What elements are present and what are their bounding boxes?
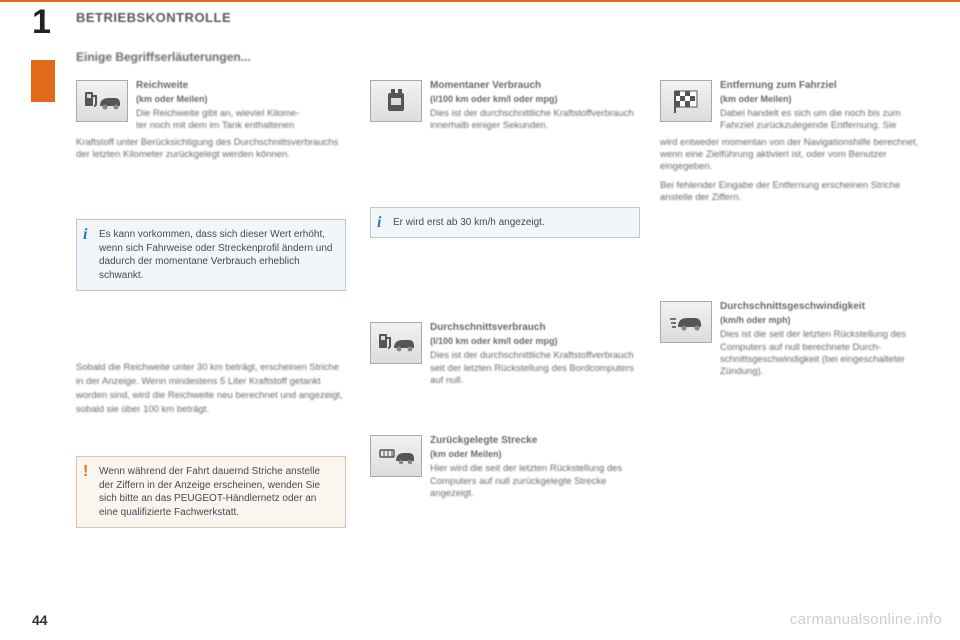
avgspeed-body: Dies ist die seit der letzten Rückstellu…: [720, 329, 930, 378]
dest-lead2: Fahrziel zurückzulegende Entfernung. Sie: [720, 120, 930, 132]
range-title: Reichweite: [136, 80, 346, 91]
range-mid-paragraph: Sobald die Reichweite unter 30 km beträg…: [76, 361, 346, 416]
info-callout-speed: i Er wird erst ab 30 km/h angezeigt.: [370, 207, 640, 239]
page-number: 44: [32, 612, 48, 628]
range-subtitle: (km oder Meilen): [136, 94, 346, 104]
dest-body: wird entweder momentan von der Navigatio…: [660, 133, 930, 174]
manual-page: 1 BETRIEBSKONTROLLE Einige Begriffserläu…: [0, 0, 960, 640]
warning-text: Wenn während der Fahrt dauernd Striche a…: [99, 466, 320, 518]
dest-body2: Bei fehlender Eingabe der Entfernung ers…: [660, 180, 930, 205]
jerrycan-icon: [370, 80, 422, 122]
avg-consumption-block: Durchschnittsverbrauch (l/100 km oder km…: [370, 322, 640, 395]
chapter-number: 1: [32, 3, 51, 42]
avgspeed-title: Durchschnittsgeschwindigkeit: [720, 301, 930, 312]
dest-title: Entfernung zum Fahrziel: [720, 80, 930, 91]
section-title: BETRIEBSKONTROLLE: [76, 10, 231, 25]
dest-lead: Dabei handelt es sich um die noch bis zu…: [720, 108, 930, 120]
range-block: Reichweite (km oder Meilen) Die Reichwei…: [76, 80, 346, 161]
info-text-range: Es kann vorkommen, dass sich dieser Wert…: [99, 229, 332, 281]
warning-callout: ! Wenn während der Fahrt dauernd Striche…: [76, 456, 346, 528]
sub-heading: Einige Begriffserläuterungen...: [76, 50, 251, 64]
fuel-avg-icon: [370, 322, 422, 364]
avg-body: Dies ist der durchschnittliche Kraft­sto…: [430, 350, 640, 387]
checkered-flag-icon: [660, 80, 712, 122]
odometer-icon: [370, 435, 422, 477]
info-icon-2: i: [377, 212, 381, 234]
column-2: Momentaner Verbrauch (l/100 km oder km/l…: [370, 80, 640, 530]
instant-body: Dies ist der durchschnittliche Kraftstof…: [430, 108, 640, 133]
avg-title: Durchschnittsverbrauch: [430, 322, 640, 333]
destination-block: Entfernung zum Fahrziel (km oder Meilen)…: [660, 80, 930, 204]
distance-title: Zurückgelegte Strecke: [430, 435, 640, 446]
distance-block: Zurückgelegte Strecke (km oder Meilen) H…: [370, 435, 640, 508]
fuel-range-icon: [76, 80, 128, 122]
instant-consumption-block: Momentaner Verbrauch (l/100 km oder km/l…: [370, 80, 640, 141]
info-text-speed: Er wird erst ab 30 km/h angezeigt.: [393, 217, 545, 228]
side-tab: [31, 60, 55, 102]
range-lead: Die Reichweite gibt an, wieviel Kilome-: [136, 108, 346, 120]
speed-car-icon: [660, 301, 712, 343]
range-lead2: ter noch mit dem im Tank enthaltenen: [136, 120, 346, 132]
watermark: carmanualsonline.info: [790, 611, 942, 628]
top-accent-bar: [0, 0, 960, 2]
dest-subtitle: (km oder Meilen): [720, 94, 930, 104]
info-icon: i: [83, 224, 87, 246]
distance-subtitle: (km oder Meilen): [430, 449, 640, 459]
column-3: Entfernung zum Fahrziel (km oder Meilen)…: [660, 80, 930, 409]
range-body: Kraftstoff unter Berücksichtigung des Du…: [76, 133, 346, 162]
avg-subtitle: (l/100 km oder km/l oder mpg): [430, 336, 640, 346]
column-1: Reichweite (km oder Meilen) Die Reichwei…: [76, 80, 346, 528]
info-callout-range: i Es kann vorkommen, dass sich dieser We…: [76, 219, 346, 291]
warning-icon: !: [83, 461, 88, 483]
instant-subtitle: (l/100 km oder km/l oder mpg): [430, 94, 640, 104]
instant-title: Momentaner Verbrauch: [430, 80, 640, 91]
distance-body: Hier wird die seit der letzten Rückstel­…: [430, 463, 640, 500]
avgspeed-block: Durchschnittsgeschwindigkeit (km/h oder …: [660, 301, 930, 386]
avgspeed-subtitle: (km/h oder mph): [720, 315, 930, 325]
